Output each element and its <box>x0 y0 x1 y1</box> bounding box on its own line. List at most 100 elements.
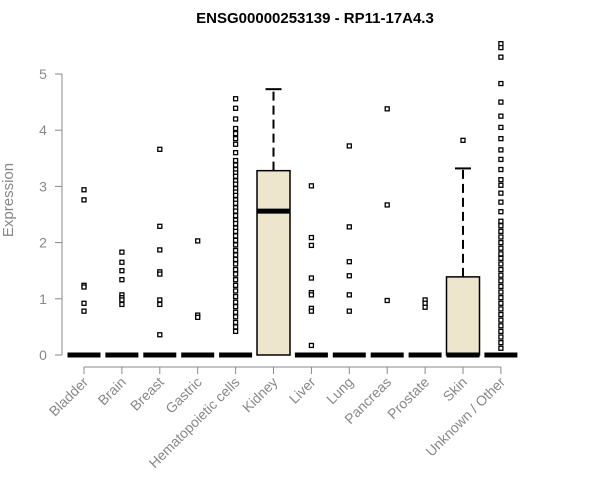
outlier-point <box>498 261 504 267</box>
outlier-point <box>119 277 125 283</box>
outlier-point <box>498 177 504 183</box>
outlier-point <box>232 304 239 310</box>
outlier-point <box>498 54 504 60</box>
outlier-point <box>232 125 239 132</box>
outlier-point <box>119 297 125 303</box>
outlier-point <box>346 224 352 230</box>
outlier-point <box>308 242 315 249</box>
outlier-point <box>384 297 390 304</box>
outlier-point <box>498 255 504 261</box>
box-unknown-other <box>484 41 518 358</box>
x-tick-label: Brain <box>95 374 129 408</box>
outlier-point <box>498 334 504 340</box>
outlier-point <box>498 306 504 312</box>
x-tick-label: Breast <box>127 374 167 414</box>
box-hematopoietic-cells <box>219 96 253 358</box>
outlier-point <box>346 143 352 149</box>
outlier-point <box>498 239 504 246</box>
outlier-point <box>232 319 239 326</box>
outlier-point <box>232 200 239 206</box>
outlier-point <box>232 130 239 137</box>
box-body <box>256 169 291 356</box>
outlier-point <box>384 202 390 208</box>
outlier-point <box>460 137 466 143</box>
chart-title: ENSG00000253139 - RP11-17A4.3 <box>196 10 434 27</box>
y-tick-label: 4 <box>39 122 47 138</box>
outlier-point <box>157 271 163 277</box>
outlier-point <box>498 278 504 284</box>
outlier-point <box>498 266 504 273</box>
outlier-point <box>346 308 352 314</box>
outlier-point <box>232 247 239 254</box>
y-tick-label: 2 <box>39 235 47 251</box>
outlier-point <box>232 277 239 283</box>
outlier-point <box>81 284 87 290</box>
outlier-point <box>498 228 504 235</box>
outlier-point <box>308 342 315 349</box>
outlier-point <box>498 283 504 290</box>
y-axis-title: Expression <box>0 163 17 237</box>
outlier-point <box>498 218 504 224</box>
x-tick-label: Bladder <box>46 374 92 420</box>
outlier-point <box>498 80 504 87</box>
outlier-point <box>498 182 504 188</box>
outlier-point <box>81 308 87 314</box>
outlier-point <box>308 183 315 189</box>
outlier-point <box>498 99 504 105</box>
outlier-point <box>119 259 125 265</box>
outlier-point <box>232 328 239 335</box>
outlier-point <box>498 44 504 51</box>
outlier-point <box>232 150 239 156</box>
outlier-point <box>498 323 504 329</box>
box-prostate <box>408 297 442 358</box>
outlier-point <box>157 332 163 338</box>
y-tick-label: 3 <box>39 178 47 194</box>
outlier-point <box>498 113 504 119</box>
outlier-point <box>422 304 428 310</box>
outlier-point <box>498 135 504 142</box>
x-tick-label: Skin <box>440 374 471 405</box>
outlier-point <box>119 301 125 308</box>
y-tick-label: 0 <box>39 347 47 363</box>
box-gastric <box>181 238 215 358</box>
outlier-point <box>498 209 504 215</box>
x-tick-label: Prostate <box>384 374 432 422</box>
box-skin <box>445 137 481 358</box>
outlier-point <box>498 223 504 229</box>
outlier-point <box>232 181 239 187</box>
outlier-point <box>384 106 390 112</box>
outlier-point <box>498 199 504 205</box>
box-lung <box>332 143 366 358</box>
outlier-point <box>232 162 239 168</box>
outlier-point <box>498 339 504 346</box>
outlier-point <box>498 300 504 306</box>
outlier-point <box>232 314 239 320</box>
outlier-point <box>232 288 239 294</box>
plot-area <box>67 41 518 358</box>
y-tick-label: 1 <box>39 291 47 307</box>
outlier-point <box>157 146 163 152</box>
outlier-point <box>232 220 239 227</box>
outlier-point <box>232 192 239 199</box>
outlier-point <box>157 297 163 303</box>
box-body <box>445 276 481 356</box>
outlier-point <box>232 96 239 102</box>
outlier-point <box>232 141 239 147</box>
x-tick-label: Lung <box>323 374 356 407</box>
outlier-point <box>81 300 87 306</box>
outlier-point <box>308 292 315 298</box>
x-tick-label: Liver <box>286 374 319 407</box>
outlier-point <box>232 233 239 239</box>
outlier-point <box>157 223 163 229</box>
outlier-point <box>232 157 239 164</box>
outlier-point <box>232 135 239 142</box>
outlier-point <box>498 234 504 240</box>
outlier-point <box>308 308 315 314</box>
outlier-point <box>232 228 239 235</box>
outlier-point <box>232 173 239 179</box>
outlier-point <box>498 124 504 131</box>
outlier-point <box>157 301 163 308</box>
outlier-point <box>232 208 239 214</box>
outlier-point <box>119 268 125 274</box>
